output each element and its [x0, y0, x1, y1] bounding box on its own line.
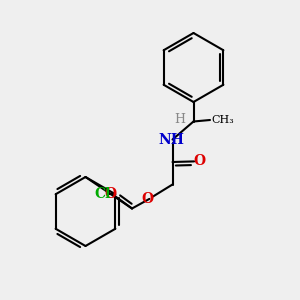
Text: NH: NH	[158, 133, 184, 147]
Text: O: O	[194, 154, 206, 167]
Text: H: H	[175, 112, 185, 126]
Text: O: O	[142, 192, 154, 206]
Text: O: O	[104, 187, 116, 200]
Text: CH₃: CH₃	[212, 115, 234, 125]
Text: Cl: Cl	[94, 187, 111, 201]
